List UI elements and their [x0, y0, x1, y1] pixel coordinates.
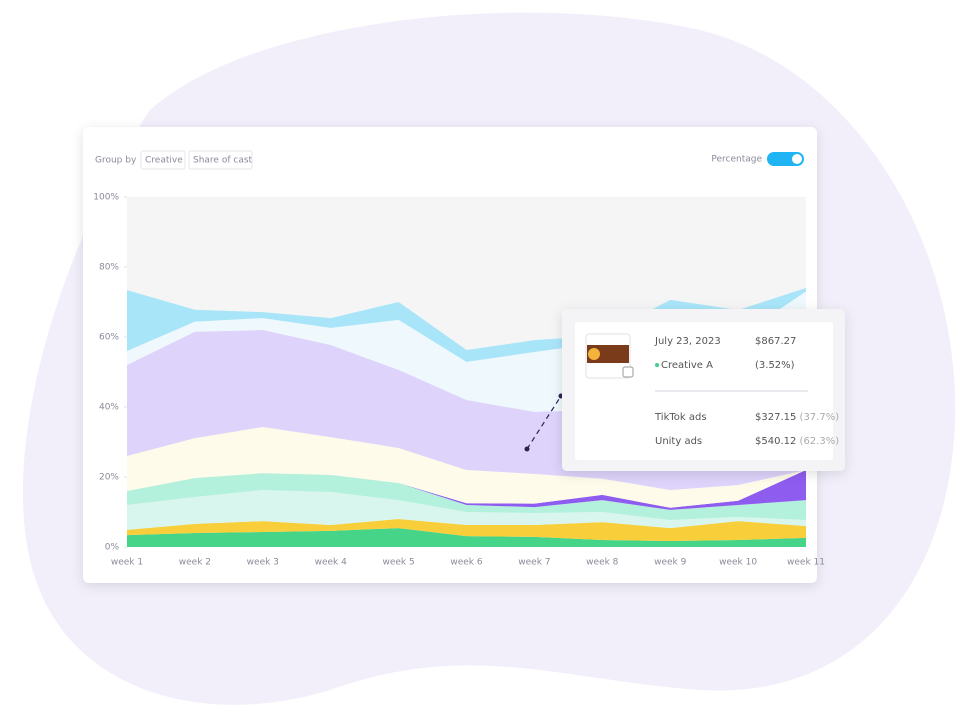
row-name: TikTok ads: [654, 412, 707, 423]
tooltip-total: $867.27: [755, 336, 796, 347]
amount: $327.15: [755, 412, 796, 423]
share: (37.7%): [800, 412, 840, 423]
x-tick-label: week 3: [247, 558, 279, 568]
x-tick-label: week 7: [518, 558, 550, 568]
y-tick-label: 60%: [99, 333, 119, 343]
y-tick-label: 100%: [93, 193, 119, 203]
area: [127, 519, 806, 542]
y-tick-label: 80%: [99, 263, 119, 273]
x-tick-label: week 8: [586, 558, 619, 568]
thumb-badge: [622, 366, 634, 378]
tooltip-creative: Creative A: [661, 360, 713, 371]
area: [127, 489, 806, 530]
area: [127, 426, 806, 508]
area: [127, 473, 806, 521]
x-tick-label: week 1: [111, 558, 143, 568]
x-tick-label: week 6: [450, 558, 483, 568]
chip-text: Share of cast: [193, 156, 253, 166]
chip[interactable]: [188, 150, 253, 170]
y-tick-label: 20%: [99, 473, 119, 483]
creative-image-logo: [588, 348, 600, 360]
y-tick-label: 40%: [99, 403, 119, 413]
tooltip-rows: TikTok ads $327.15 (37.7%) Unity ads $540.1…: [654, 412, 839, 447]
row-amount: $540.12 (62.3%): [755, 436, 839, 447]
tooltip-creative-share: (3.52%): [755, 360, 795, 371]
chip[interactable]: [140, 150, 186, 170]
row-name: Unity ads: [655, 436, 702, 447]
amount: $540.12: [755, 436, 796, 447]
tooltip-date: July 23, 2023: [654, 336, 721, 347]
x-tick-label: week 11: [787, 558, 825, 568]
share: (62.3%): [800, 436, 840, 447]
toggle-label: Percentage: [711, 155, 762, 165]
x-tick-label: week 9: [654, 558, 687, 568]
y-tick-label: 0%: [105, 543, 120, 553]
area: [127, 528, 806, 547]
connector-dot: [524, 446, 530, 452]
connector: [526, 395, 562, 450]
group-by-label: Group by: [95, 156, 137, 166]
x-tick-label: week 2: [179, 558, 211, 568]
x-tick-label: week 10: [719, 558, 757, 568]
creative-dot: [655, 363, 659, 367]
chip-text: Creative: [145, 156, 183, 166]
x-tick-label: week 4: [315, 558, 348, 568]
x-tick-label: week 5: [382, 558, 414, 568]
toggle-knob: [792, 154, 802, 164]
row-amount: $327.15 (37.7%): [755, 412, 839, 423]
